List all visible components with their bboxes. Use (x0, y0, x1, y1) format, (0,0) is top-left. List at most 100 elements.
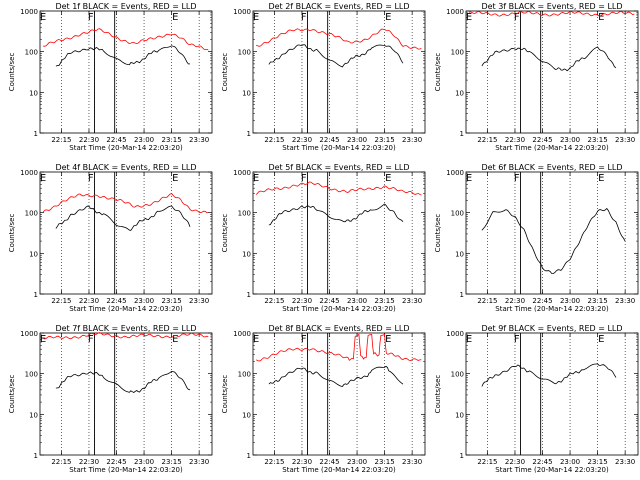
interval-marker: F (301, 334, 307, 345)
y-tick-label: 1000 (233, 8, 251, 16)
x-tick-label: 23:15 (588, 458, 608, 466)
y-axis-label: Counts/sec (221, 53, 229, 92)
x-tick-label: 23:15 (375, 458, 395, 466)
x-tick-label: 23:30 (615, 136, 635, 144)
x-axis-label: Start Time (20-Mar-14 22:03:20) (495, 305, 609, 313)
x-tick-label: 22:30 (292, 297, 312, 305)
interval-marker: E (598, 173, 604, 184)
chart-panel-8: Det 8f BLACK = Events, RED = LLD 1 10 100 10… (221, 324, 426, 474)
x-tick-label: 23:15 (375, 297, 395, 305)
chart-title: Det 5f BLACK = Events, RED = LLD (268, 163, 409, 172)
interval-marker: E (598, 12, 604, 23)
x-tick-label: 22:45 (106, 297, 126, 305)
y-axis-label: Counts/sec (8, 214, 16, 253)
interval-marker: E (385, 12, 391, 23)
x-tick-label: 23:15 (162, 297, 182, 305)
x-tick-label: 23:30 (189, 297, 209, 305)
chart-title: Det 2f BLACK = Events, RED = LLD (268, 2, 409, 11)
y-axis-label: Counts/sec (8, 53, 16, 92)
events-series-line (481, 363, 617, 387)
events-series-line (268, 365, 404, 387)
x-tick-label: 22:30 (505, 458, 525, 466)
x-tick-label: 22:15 (51, 297, 71, 305)
plot-frame (252, 171, 426, 295)
y-tick-label: 1000 (446, 8, 464, 16)
lld-series-line (42, 193, 209, 214)
y-axis-label: Counts/sec (434, 214, 442, 253)
x-axis-label: Start Time (20-Mar-14 22:03:20) (282, 144, 396, 152)
x-tick-label: 23:00 (347, 136, 367, 144)
x-tick-label: 22:30 (79, 136, 99, 144)
x-tick-label: 22:15 (477, 136, 497, 144)
chart-panel-1: Det 1f BLACK = Events, RED = LLD 1 10 100 10… (8, 2, 213, 152)
y-tick-label: 100 (238, 49, 251, 57)
y-tick-label: 1000 (20, 330, 38, 338)
y-axis-label: Counts/sec (221, 375, 229, 414)
y-tick-label: 100 (25, 210, 38, 218)
interval-marker: F (301, 173, 307, 184)
y-tick-label: 100 (451, 371, 464, 379)
chart-title: Det 6f BLACK = Events, RED = LLD (481, 163, 622, 172)
interval-marker: E (385, 334, 391, 345)
chart-title: Det 1f BLACK = Events, RED = LLD (55, 2, 196, 11)
chart-title: Det 9f BLACK = Events, RED = LLD (481, 324, 622, 333)
lld-series-line (42, 332, 209, 340)
interval-marker: F (514, 173, 520, 184)
y-tick-label: 1 (247, 130, 251, 138)
y-tick-label: 100 (238, 210, 251, 218)
interval-marker: E (253, 12, 259, 23)
chart-title: Det 4f BLACK = Events, RED = LLD (55, 163, 196, 172)
x-axis-label: Start Time (20-Mar-14 22:03:20) (282, 305, 396, 313)
x-axis-label: Start Time (20-Mar-14 22:03:20) (69, 144, 183, 152)
x-tick-label: 23:00 (560, 458, 580, 466)
lld-series-line (468, 10, 635, 17)
y-tick-label: 1000 (233, 330, 251, 338)
interval-marker: E (598, 334, 604, 345)
interval-marker: E (385, 173, 391, 184)
x-tick-label: 23:30 (189, 458, 209, 466)
lld-series-line (255, 28, 422, 50)
x-tick-label: 23:15 (162, 136, 182, 144)
x-tick-label: 22:15 (264, 458, 284, 466)
x-tick-label: 22:45 (319, 297, 339, 305)
y-tick-label: 10 (242, 89, 251, 97)
plot-frame (39, 10, 213, 134)
y-axis-label: Counts/sec (434, 375, 442, 414)
y-tick-label: 10 (455, 89, 464, 97)
x-tick-label: 23:15 (375, 136, 395, 144)
x-tick-label: 22:30 (79, 297, 99, 305)
y-tick-label: 10 (455, 411, 464, 419)
interval-marker: F (88, 334, 94, 345)
plot-frame (465, 171, 639, 295)
interval-marker: F (514, 334, 520, 345)
x-tick-label: 23:00 (560, 136, 580, 144)
interval-marker: E (172, 173, 178, 184)
y-tick-label: 10 (29, 411, 38, 419)
x-tick-label: 22:15 (264, 297, 284, 305)
x-tick-label: 22:30 (505, 136, 525, 144)
x-tick-label: 23:15 (588, 136, 608, 144)
x-tick-label: 22:30 (292, 136, 312, 144)
events-series-line (55, 370, 191, 393)
y-tick-label: 1 (34, 130, 38, 138)
interval-marker: E (40, 334, 46, 345)
x-tick-label: 23:00 (134, 297, 154, 305)
x-tick-label: 23:15 (162, 458, 182, 466)
y-tick-label: 10 (29, 89, 38, 97)
x-axis-label: Start Time (20-Mar-14 22:03:20) (495, 144, 609, 152)
plot-frame (252, 332, 426, 456)
x-tick-label: 22:15 (477, 297, 497, 305)
y-tick-label: 100 (451, 49, 464, 57)
y-tick-label: 10 (242, 411, 251, 419)
lld-series-line (43, 28, 209, 51)
chart-panel-5: Det 5f BLACK = Events, RED = LLD 1 10 100 10… (221, 163, 426, 313)
plot-frame (252, 10, 426, 134)
x-tick-label: 23:00 (560, 297, 580, 305)
x-axis-label: Start Time (20-Mar-14 22:03:20) (69, 466, 183, 474)
y-tick-label: 100 (25, 371, 38, 379)
events-series-line (268, 203, 404, 226)
x-tick-label: 23:15 (588, 297, 608, 305)
chart-panel-2: Det 2f BLACK = Events, RED = LLD 1 10 100 10… (221, 2, 426, 152)
x-tick-label: 23:30 (615, 297, 635, 305)
